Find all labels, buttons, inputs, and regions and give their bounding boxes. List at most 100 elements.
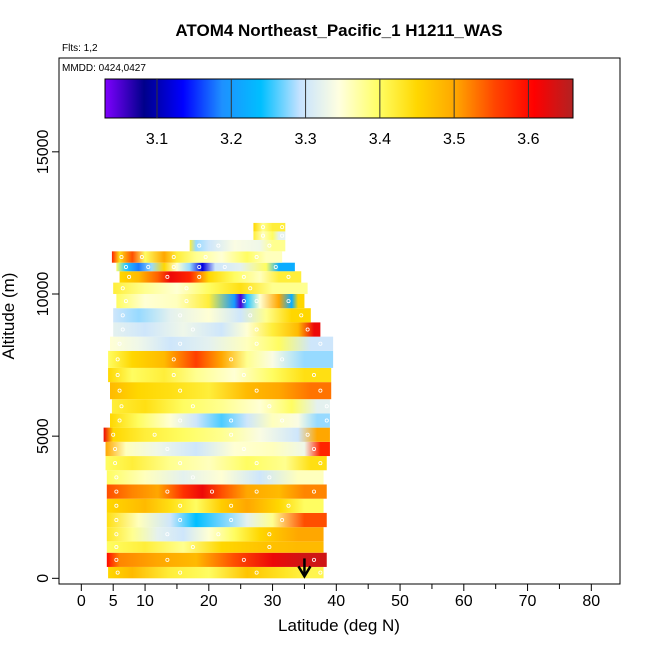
sample-point	[114, 489, 119, 494]
colorbar-tick-label: 3.2	[220, 131, 242, 148]
x-tick-label: 50	[391, 593, 409, 610]
heatmap-row	[108, 350, 334, 368]
sample-point	[229, 357, 234, 362]
sample-point	[184, 286, 189, 291]
heatmap-cell	[103, 427, 330, 442]
sample-point	[280, 518, 285, 523]
heatmap-cell	[116, 293, 305, 309]
heatmap-row	[116, 293, 310, 309]
sample-point	[113, 461, 118, 466]
sample-point	[267, 532, 272, 537]
heatmap-row	[253, 231, 286, 240]
sample-point	[127, 274, 132, 279]
sample-point	[254, 570, 259, 575]
sample-point	[165, 532, 170, 537]
sample-point	[318, 388, 323, 393]
x-tick-label: 5	[109, 593, 118, 610]
x-tick-label: 40	[327, 593, 345, 610]
heatmap-row	[110, 413, 330, 428]
sample-point	[123, 264, 128, 269]
sample-point	[165, 557, 170, 562]
sample-point	[203, 255, 208, 260]
sample-point	[114, 475, 119, 480]
heatmap-cell	[106, 484, 327, 499]
sample-point	[305, 299, 310, 304]
heatmap-cell	[111, 251, 283, 263]
heatmap-row	[116, 262, 295, 272]
sample-point	[197, 264, 202, 269]
sample-point	[120, 286, 125, 291]
sample-point	[113, 446, 118, 451]
sample-point	[171, 357, 176, 362]
sample-point	[114, 545, 119, 550]
sample-point	[115, 357, 120, 362]
x-tick-label: 0	[77, 593, 86, 610]
sample-point	[178, 418, 183, 423]
heatmap-cell	[106, 541, 324, 553]
sample-point	[165, 446, 170, 451]
sample-point	[260, 225, 265, 230]
heatmap-cell	[108, 367, 332, 383]
sample-point	[267, 475, 272, 480]
axes: 0 5 10 20 30 40 50 60 70 80 0 5000 10000 15000	[35, 57, 621, 610]
heatmap-cell	[111, 399, 330, 414]
sample-point	[241, 274, 246, 279]
sample-point	[115, 373, 120, 378]
sample-point	[311, 373, 316, 378]
heatmap-cell	[106, 512, 327, 528]
heatmap-row	[119, 271, 302, 283]
sample-point	[114, 518, 119, 523]
y-axis-label: Altitude (m)	[0, 273, 18, 360]
heatmap-cell	[113, 322, 321, 337]
sample-point	[280, 418, 285, 423]
mmdd-note: MMDD: 0424,0427	[62, 63, 146, 74]
latitude-marker	[297, 558, 312, 579]
sample-point	[286, 503, 291, 508]
sample-point	[305, 327, 310, 332]
sample-point	[254, 327, 259, 332]
sample-point	[190, 327, 195, 332]
sample-point	[286, 299, 291, 304]
sample-point	[171, 255, 176, 260]
heatmap-cell	[253, 231, 286, 240]
x-tick-label: 30	[264, 593, 282, 610]
sample-point	[241, 299, 246, 304]
heatmap-row	[110, 382, 332, 400]
sample-point	[267, 545, 272, 550]
sample-point	[152, 432, 157, 437]
sample-point	[114, 503, 119, 508]
sample-point	[273, 264, 278, 269]
heatmap-row	[105, 441, 330, 457]
heatmap-cell	[116, 262, 295, 272]
sample-point	[111, 432, 116, 437]
heatmap-cell	[253, 222, 286, 232]
sample-point	[216, 532, 221, 537]
sample-point	[254, 388, 259, 393]
sample-point	[184, 299, 189, 304]
y-tick-label: 5000	[35, 418, 52, 454]
sample-point	[241, 446, 246, 451]
sample-point	[229, 503, 234, 508]
heatmap-cell	[106, 498, 324, 513]
heatmap-cell	[113, 282, 308, 294]
sample-point	[119, 404, 124, 409]
colorbar-gradient	[104, 78, 574, 119]
arrow-head	[297, 565, 312, 579]
y-tick-label: 15000	[35, 129, 52, 174]
sample-point	[254, 461, 259, 466]
heatmap-cell	[106, 470, 324, 485]
sample-point	[117, 341, 122, 346]
sample-point	[146, 264, 151, 269]
heatmap-row	[253, 222, 286, 232]
sample-point	[120, 327, 125, 332]
colorbar: 3.1 3.2 3.3 3.4 3.5 3.6	[104, 78, 574, 148]
sample-point	[139, 255, 144, 260]
sample-point	[267, 243, 272, 248]
sample-point	[280, 357, 285, 362]
heatmap-row	[106, 552, 327, 567]
sample-point	[197, 243, 202, 248]
heatmap-row	[113, 308, 311, 323]
sample-point	[229, 418, 234, 423]
sample-point	[318, 570, 323, 575]
heatmap-cell	[108, 350, 334, 368]
